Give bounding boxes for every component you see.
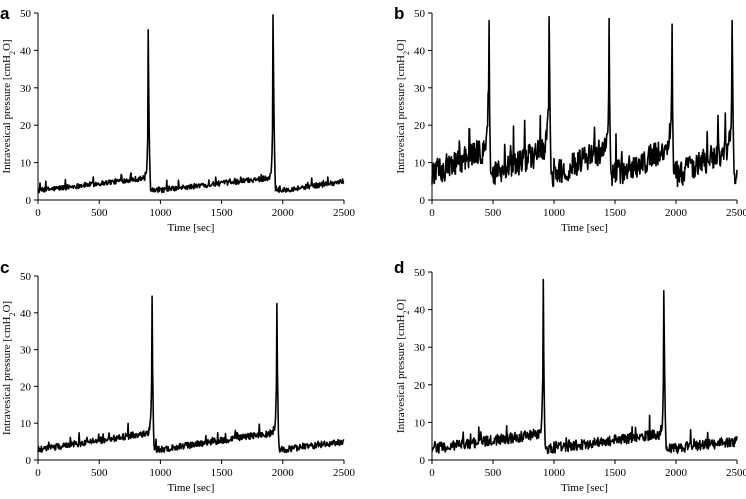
y-tick-label: 30 bbox=[414, 83, 426, 95]
x-tick-label: 1000 bbox=[149, 467, 172, 479]
y-tick-label: 50 bbox=[20, 271, 32, 283]
y-tick-label: 30 bbox=[20, 345, 32, 357]
panel-letter: a bbox=[0, 4, 10, 23]
x-tick-label: 1500 bbox=[604, 207, 627, 219]
x-tick-label: 500 bbox=[485, 467, 502, 479]
y-tick-label: 20 bbox=[20, 381, 32, 393]
x-axis-title: Time [sec] bbox=[168, 482, 215, 494]
x-tick-label: 2000 bbox=[272, 207, 295, 219]
y-tick-label: 10 bbox=[20, 418, 32, 430]
x-tick-label: 500 bbox=[91, 207, 108, 219]
x-tick-label: 1000 bbox=[543, 467, 566, 479]
y-tick-label: 40 bbox=[414, 45, 426, 57]
x-tick-label: 2500 bbox=[333, 467, 356, 479]
x-tick-label: 2000 bbox=[665, 207, 688, 219]
y-tick-label: 50 bbox=[414, 267, 426, 279]
x-tick-label: 1000 bbox=[149, 207, 172, 219]
pressure-trace bbox=[431, 278, 738, 455]
y-tick-label: 10 bbox=[414, 417, 426, 429]
y-axis-title: Intravesical pressure [cmH2O] bbox=[1, 39, 17, 173]
y-tick-label: 50 bbox=[20, 8, 32, 20]
x-tick-label: 2000 bbox=[272, 467, 295, 479]
x-tick-label: 1500 bbox=[604, 467, 627, 479]
x-tick-label: 2000 bbox=[665, 467, 688, 479]
x-tick-label: 0 bbox=[429, 467, 435, 479]
y-tick-label: 40 bbox=[414, 305, 426, 317]
panel-letter: b bbox=[394, 4, 404, 23]
x-tick-label: 500 bbox=[485, 207, 502, 219]
y-tick-label: 10 bbox=[414, 158, 426, 170]
panel-letter: d bbox=[394, 258, 404, 277]
y-tick-label: 30 bbox=[20, 83, 32, 95]
y-axis-title: Intravesical pressure [cmH2O] bbox=[395, 39, 411, 173]
pressure-trace bbox=[37, 295, 345, 454]
y-tick-label: 50 bbox=[414, 8, 426, 20]
x-tick-label: 0 bbox=[35, 207, 41, 219]
y-tick-label: 10 bbox=[20, 158, 32, 170]
pressure-trace bbox=[37, 14, 345, 194]
x-axis-title: Time [sec] bbox=[561, 222, 608, 234]
x-tick-label: 2500 bbox=[726, 467, 746, 479]
x-tick-label: 1000 bbox=[543, 207, 566, 219]
y-tick-label: 40 bbox=[20, 308, 32, 320]
x-axis-title: Time [sec] bbox=[561, 482, 608, 494]
x-tick-label: 0 bbox=[35, 467, 41, 479]
y-tick-label: 20 bbox=[414, 120, 426, 132]
x-axis-title: Time [sec] bbox=[168, 222, 215, 234]
y-tick-label: 40 bbox=[20, 45, 32, 57]
x-tick-label: 1500 bbox=[211, 467, 234, 479]
y-tick-label: 0 bbox=[26, 195, 32, 207]
y-tick-label: 20 bbox=[414, 380, 426, 392]
pressure-trace bbox=[431, 15, 738, 188]
x-tick-label: 0 bbox=[429, 207, 435, 219]
y-tick-label: 0 bbox=[26, 455, 32, 467]
y-tick-label: 20 bbox=[20, 120, 32, 132]
y-tick-label: 0 bbox=[420, 455, 426, 467]
x-tick-label: 2500 bbox=[726, 207, 746, 219]
y-tick-label: 30 bbox=[414, 342, 426, 354]
x-tick-label: 500 bbox=[91, 467, 108, 479]
y-axis-title: Intravesical pressure [cmH2O] bbox=[395, 299, 411, 433]
y-tick-label: 0 bbox=[420, 195, 426, 207]
y-axis-title: Intravesical pressure [cmH2O] bbox=[1, 301, 17, 435]
x-tick-label: 1500 bbox=[211, 207, 234, 219]
x-tick-label: 2500 bbox=[333, 207, 356, 219]
panel-letter: c bbox=[0, 258, 9, 277]
